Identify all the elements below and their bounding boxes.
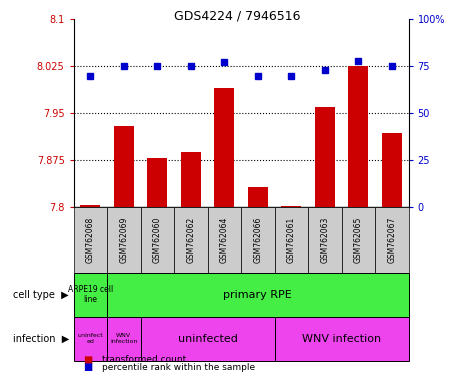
Text: uninfect
ed: uninfect ed xyxy=(77,333,103,344)
Bar xyxy=(107,317,141,361)
Bar xyxy=(308,207,342,273)
Bar xyxy=(248,187,268,207)
Text: GSM762068: GSM762068 xyxy=(86,217,95,263)
Bar xyxy=(174,207,208,273)
Bar xyxy=(74,207,107,273)
Bar xyxy=(181,152,201,207)
Bar xyxy=(315,107,335,207)
Text: GSM762067: GSM762067 xyxy=(387,217,396,263)
Text: GSM762060: GSM762060 xyxy=(153,217,162,263)
Bar xyxy=(275,317,408,361)
Text: GSM762063: GSM762063 xyxy=(320,217,329,263)
Bar xyxy=(241,207,275,273)
Bar xyxy=(348,66,368,207)
Bar xyxy=(147,159,167,207)
Bar xyxy=(141,207,174,273)
Bar xyxy=(74,273,107,317)
Bar xyxy=(208,207,241,273)
Text: ■: ■ xyxy=(83,355,92,365)
Text: primary RPE: primary RPE xyxy=(223,290,292,300)
Text: WNV infection: WNV infection xyxy=(302,334,381,344)
Text: GSM762062: GSM762062 xyxy=(186,217,195,263)
Text: GSM762061: GSM762061 xyxy=(287,217,296,263)
Bar xyxy=(80,205,100,207)
Text: GSM762069: GSM762069 xyxy=(119,217,128,263)
Bar xyxy=(382,133,402,207)
Text: WNV
infection: WNV infection xyxy=(110,333,138,344)
Text: GSM762064: GSM762064 xyxy=(220,217,229,263)
Text: uninfected: uninfected xyxy=(178,334,238,344)
Bar xyxy=(375,207,408,273)
Text: percentile rank within the sample: percentile rank within the sample xyxy=(102,363,255,372)
Text: ■: ■ xyxy=(83,362,92,372)
Text: GDS4224 / 7946516: GDS4224 / 7946516 xyxy=(174,10,301,23)
Bar xyxy=(281,206,301,207)
Bar xyxy=(342,207,375,273)
Text: cell type  ▶: cell type ▶ xyxy=(13,290,69,300)
Text: GSM762066: GSM762066 xyxy=(253,217,262,263)
Bar xyxy=(107,207,141,273)
Text: infection  ▶: infection ▶ xyxy=(13,334,69,344)
Text: transformed count: transformed count xyxy=(102,355,186,364)
Bar xyxy=(141,317,275,361)
Text: GSM762065: GSM762065 xyxy=(354,217,363,263)
Text: ARPE19 cell
line: ARPE19 cell line xyxy=(68,285,113,305)
Bar xyxy=(275,207,308,273)
Bar xyxy=(214,88,234,207)
Bar xyxy=(114,126,134,207)
Bar xyxy=(74,317,107,361)
